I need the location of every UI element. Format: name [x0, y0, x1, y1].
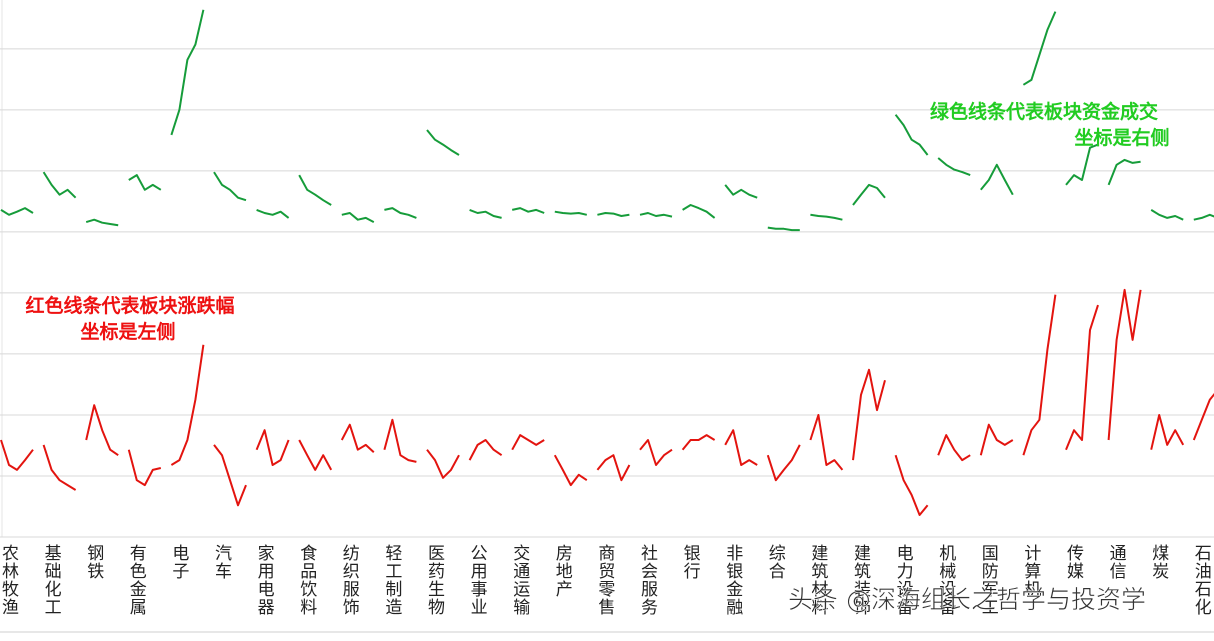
- x-tick-label: 通信: [1106, 544, 1127, 580]
- turnover-line: [597, 212, 630, 217]
- x-tick-label: 轻工制造: [381, 544, 402, 616]
- change-line: [894, 454, 929, 516]
- turnover-line: [639, 212, 673, 218]
- x-tick-label: 建筑材料: [807, 544, 828, 616]
- turnover-line: [1065, 143, 1099, 186]
- turnover-line: [810, 213, 843, 221]
- x-tick-label: 石油石化: [1191, 544, 1212, 616]
- change-line: [937, 434, 971, 462]
- x-tick-label: 汽车: [211, 544, 232, 580]
- watermark: 头条 @深海组长之哲学与投资学: [788, 585, 1146, 614]
- x-tick-label: 机械设备: [935, 544, 956, 616]
- change-line: [724, 429, 758, 466]
- change-line: [639, 439, 673, 466]
- turnover-line: [256, 208, 290, 219]
- turnover-line: [1022, 11, 1057, 86]
- turnover-line: [0, 207, 34, 216]
- turnover-line: [298, 174, 332, 206]
- turnover-line: [1107, 158, 1141, 186]
- change-line: [85, 404, 119, 457]
- x-tick-label: 纺织服饰: [339, 544, 360, 616]
- annotation: 坐标是左侧: [80, 320, 175, 343]
- turnover-line: [426, 129, 460, 156]
- change-line: [42, 444, 77, 491]
- turnover-line: [724, 184, 758, 199]
- change-line: [553, 454, 588, 487]
- x-tick-label: 有色金属: [126, 544, 147, 616]
- annotation: 绿色线条代表板块资金成交: [930, 100, 1158, 123]
- change-line: [255, 429, 290, 466]
- turnover-line: [384, 207, 417, 219]
- x-tick-label: 商贸零售: [594, 544, 615, 616]
- change-line: [426, 449, 460, 479]
- turnover-line: [341, 212, 375, 223]
- change-line: [809, 414, 844, 471]
- turnover-line: [1150, 209, 1184, 221]
- turnover-line: [937, 157, 971, 177]
- turnover-line: [170, 9, 205, 136]
- turnover-line: [42, 171, 77, 199]
- x-tick-label: 家用电器: [254, 544, 275, 616]
- change-line: [127, 449, 162, 487]
- change-line: [1022, 294, 1057, 456]
- change-line: [852, 368, 886, 461]
- change-line: [298, 439, 333, 471]
- change-line: [1150, 414, 1185, 450]
- turnover-line: [894, 114, 929, 156]
- x-tick-label: 交通运输: [509, 544, 530, 616]
- x-tick-label: 食品饮料: [296, 544, 317, 616]
- change-line: [340, 423, 375, 453]
- turnover-line: [469, 208, 502, 219]
- change-line: [213, 444, 247, 507]
- x-tick-label: 建筑装饰: [850, 544, 871, 616]
- change-line: [1065, 304, 1099, 451]
- annotation: 红色线条代表板块涨跌幅: [25, 294, 234, 317]
- change-line: [1107, 288, 1142, 441]
- change-line: [979, 423, 1014, 456]
- x-tick-label: 电子: [168, 544, 189, 580]
- x-tick-label: 医药生物: [424, 544, 445, 616]
- change-line: [0, 439, 34, 471]
- change-line: [596, 454, 631, 482]
- turnover-line: [213, 171, 247, 202]
- change-line: [468, 439, 503, 461]
- x-tick-label: 电力设备: [893, 544, 914, 616]
- turnover-line: [511, 207, 545, 214]
- turnover-line: [980, 163, 1014, 196]
- x-tick-label: 国防军工: [978, 544, 999, 616]
- change-line: [681, 434, 716, 451]
- x-tick-label: 传媒: [1063, 544, 1084, 580]
- x-tick-label: 房地产: [552, 544, 573, 598]
- turnover-line: [128, 174, 162, 191]
- turnover-line: [682, 204, 716, 219]
- turnover-line: [1193, 213, 1214, 221]
- turnover-line: [767, 226, 800, 232]
- change-line: [511, 434, 545, 451]
- x-tick-label: 计算机: [1020, 544, 1041, 598]
- x-tick-label: 综合: [765, 544, 786, 580]
- change-line: [170, 344, 205, 466]
- turnover-line: [852, 183, 886, 206]
- turnover-line: [85, 218, 119, 227]
- x-tick-label: 非银金融: [722, 544, 743, 616]
- turnover-line: [554, 210, 588, 216]
- x-tick-label: 农林牧渔: [0, 544, 19, 616]
- annotation: 坐标是右侧: [1074, 126, 1169, 149]
- change-line: [766, 444, 801, 482]
- x-tick-label: 煤炭: [1148, 544, 1169, 580]
- x-tick-label: 基础化工: [41, 544, 62, 616]
- x-tick-label: 银行: [680, 544, 701, 580]
- change-line: [1192, 392, 1214, 441]
- x-tick-label: 钢铁: [83, 544, 104, 580]
- change-line: [383, 418, 417, 463]
- x-tick-label: 社会服务: [637, 544, 658, 616]
- x-tick-label: 公用事业: [467, 544, 488, 616]
